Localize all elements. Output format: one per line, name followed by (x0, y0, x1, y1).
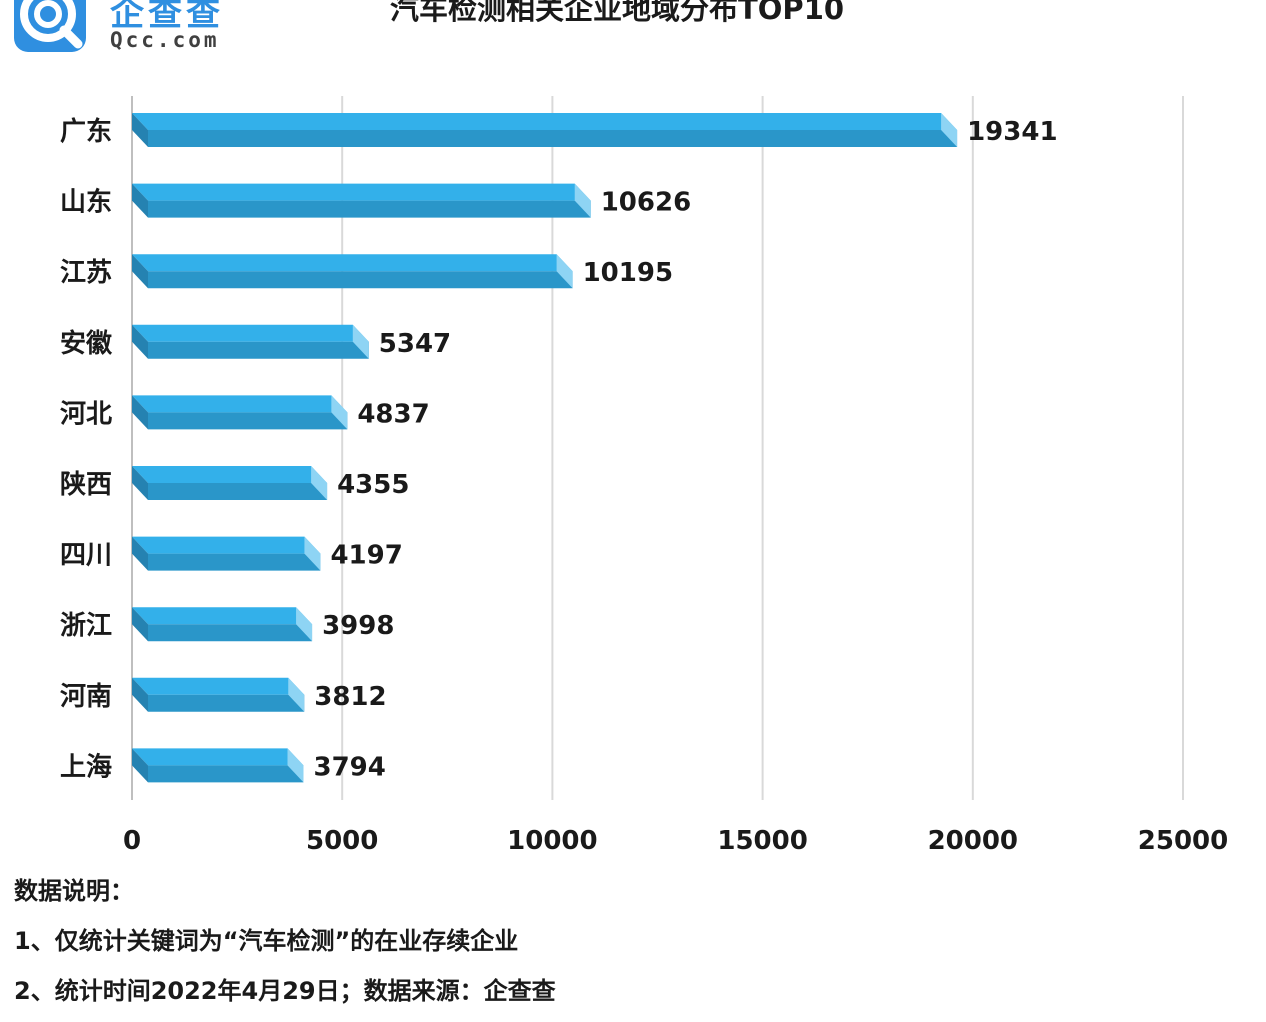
category-label: 四川 (60, 541, 112, 571)
data-label: 4197 (330, 541, 402, 571)
data-label: 10195 (583, 258, 673, 288)
bar-top-face (132, 678, 304, 695)
bar-8 (132, 607, 312, 641)
bar-top-face (132, 184, 591, 201)
data-label: 3998 (322, 611, 394, 641)
x-tick-label: 0 (123, 826, 141, 856)
x-tick-label: 10000 (507, 826, 597, 856)
data-notes: 数据说明： 1、仅统计关键词为“汽车检测”的在业存续企业 2、统计时间2022年… (14, 872, 1254, 1022)
bar-6 (132, 466, 327, 500)
data-label: 19341 (967, 117, 1057, 147)
x-tick-label: 5000 (306, 826, 378, 856)
category-label: 广东 (60, 116, 112, 147)
bar-front-face (148, 554, 320, 571)
bar-front-face (148, 342, 369, 359)
category-label: 江苏 (60, 258, 112, 288)
bar-front-face (148, 695, 304, 712)
bar-top-face (132, 113, 957, 130)
x-tick-label: 25000 (1138, 826, 1228, 856)
bar-top-face (132, 254, 573, 271)
bar-4 (132, 325, 369, 359)
bar-10 (132, 748, 303, 782)
data-label: 5347 (379, 329, 451, 359)
category-label: 陕西 (60, 470, 112, 500)
category-label: 安徽 (60, 329, 113, 359)
bar-front-face (148, 765, 303, 782)
bar-front-face (148, 624, 312, 641)
bar-5 (132, 395, 347, 429)
data-label: 3794 (313, 752, 385, 782)
notes-heading: 数据说明： (14, 872, 1254, 922)
bar-top-face (132, 325, 369, 342)
bar-front-face (148, 483, 327, 500)
note-item-1: 1、仅统计关键词为“汽车检测”的在业存续企业 (14, 922, 1254, 972)
bar-top-face (132, 395, 347, 412)
bar-top-face (132, 607, 312, 624)
bars (132, 113, 957, 782)
x-tick-label: 20000 (928, 826, 1018, 856)
data-label: 4837 (357, 399, 429, 429)
bar-top-face (132, 466, 327, 483)
category-label: 河北 (60, 399, 112, 429)
x-tick-labels: 0 5000 10000 15000 20000 25000 (123, 826, 1228, 856)
bar-1 (132, 113, 957, 147)
category-label: 山东 (60, 187, 112, 218)
bar-2 (132, 184, 591, 218)
bar-front-face (148, 271, 573, 288)
bar-3 (132, 254, 573, 288)
note-item-2: 2、统计时间2022年4月29日；数据来源：企查查 (14, 972, 1254, 1022)
bar-7 (132, 537, 320, 571)
category-label: 浙江 (60, 611, 112, 641)
category-label: 河南 (60, 682, 112, 712)
data-label: 3812 (314, 682, 386, 712)
bar-front-face (148, 412, 347, 429)
category-label: 上海 (60, 752, 112, 782)
bar-top-face (132, 748, 303, 765)
bar-front-face (148, 201, 591, 218)
x-tick-label: 15000 (717, 826, 807, 856)
data-label: 4355 (337, 470, 409, 500)
bar-front-face (148, 130, 957, 147)
data-label: 10626 (601, 188, 691, 218)
bar-9 (132, 678, 304, 712)
bar-top-face (132, 537, 320, 554)
